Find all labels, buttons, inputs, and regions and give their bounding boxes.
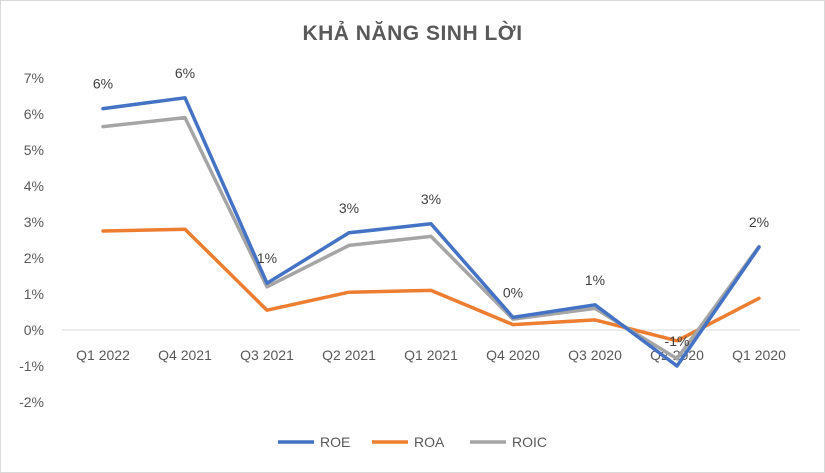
- y-tick-label: 3%: [24, 214, 44, 230]
- x-tick-label: Q1 2021: [404, 347, 458, 363]
- y-tick-label: 2%: [24, 250, 44, 266]
- x-tick-label: Q2 2021: [322, 347, 376, 363]
- legend-label: ROE: [320, 434, 350, 450]
- data-label: 1%: [585, 272, 605, 288]
- data-label: -1%: [665, 333, 690, 349]
- x-tick-label: Q4 2020: [486, 347, 540, 363]
- x-tick-label: Q1 2020: [732, 347, 786, 363]
- y-tick-label: -2%: [19, 394, 44, 410]
- y-tick-label: 6%: [24, 106, 44, 122]
- y-axis-ticks: 7% 6% 5% 4% 3% 2% 1% 0% -1% -2%: [19, 70, 44, 410]
- legend-item-roe: ROE: [278, 434, 350, 450]
- data-label: 3%: [339, 200, 359, 216]
- data-label: 3%: [421, 191, 441, 207]
- chart-title: KHẢ NĂNG SINH LỜI: [302, 22, 523, 45]
- y-tick-label: 4%: [24, 178, 44, 194]
- data-label: 0%: [503, 284, 523, 300]
- data-label: 6%: [93, 76, 113, 92]
- series-line-roic: [101, 115, 761, 361]
- series-line-roa: [101, 227, 761, 343]
- y-tick-label: 1%: [24, 286, 44, 302]
- legend-item-roa: ROA: [372, 434, 445, 450]
- series-line-roe: [101, 96, 761, 368]
- data-label: 2%: [749, 214, 769, 230]
- data-labels: 6% 6% 1% 3% 3% 0% 1% -1% 2%: [93, 65, 769, 349]
- x-tick-label: Q3 2020: [568, 347, 622, 363]
- x-tick-label: Q4 2021: [158, 347, 212, 363]
- x-tick-label: Q3 2021: [240, 347, 294, 363]
- x-tick-label: Q2 2020: [650, 347, 704, 363]
- y-tick-label: 5%: [24, 142, 44, 158]
- series-lines: [101, 96, 761, 368]
- legend-label: ROIC: [512, 434, 547, 450]
- x-tick-label: Q1 2022: [76, 347, 130, 363]
- y-tick-label: 7%: [24, 70, 44, 86]
- legend-label: ROA: [414, 434, 445, 450]
- data-label: 6%: [175, 65, 195, 81]
- legend: ROE ROA ROIC: [278, 434, 547, 450]
- y-tick-label: -1%: [19, 358, 44, 374]
- data-label: 1%: [257, 250, 277, 266]
- y-tick-label: 0%: [24, 322, 44, 338]
- legend-item-roic: ROIC: [470, 434, 547, 450]
